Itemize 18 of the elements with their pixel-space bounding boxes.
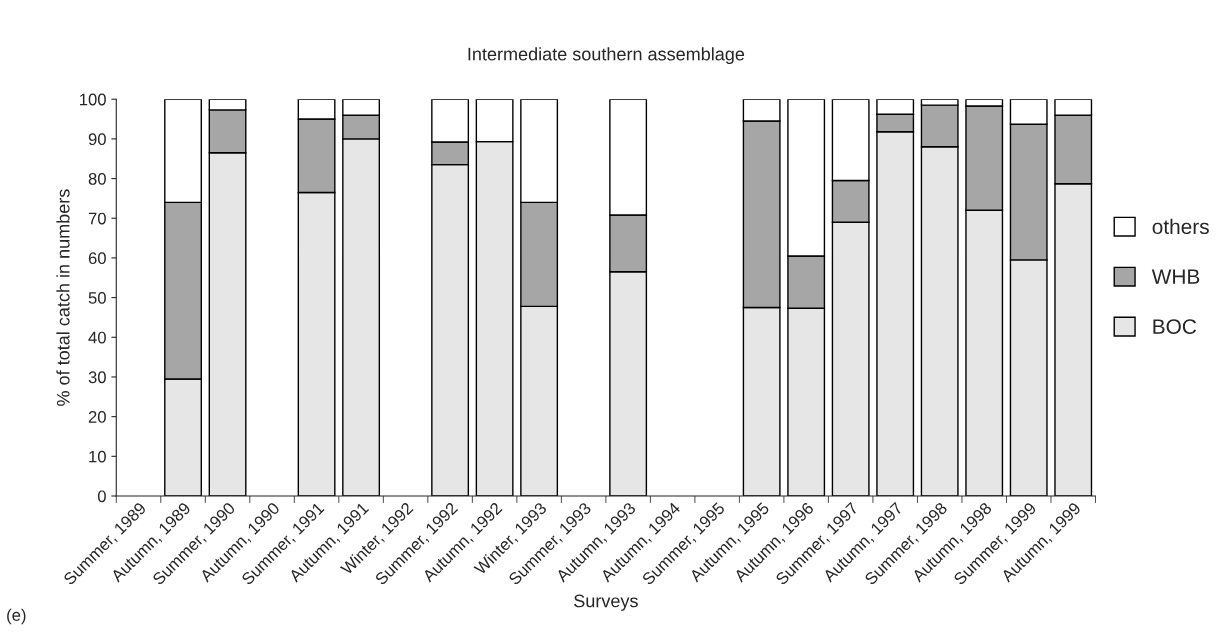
x-axis-title: Surveys — [574, 594, 638, 611]
y-tick-label: 90 — [88, 133, 106, 146]
y-tick-label: 30 — [88, 371, 106, 384]
y-tick-label: 70 — [88, 212, 106, 225]
y-axis-title: % of total catch in numbers — [56, 189, 70, 406]
y-tick-label: 20 — [88, 411, 106, 423]
legend-label: WHB — [1151, 269, 1200, 284]
legend-label: others — [1152, 218, 1209, 235]
y-tick-label: 10 — [89, 450, 106, 463]
chart-title: Intermediate southern assemblage — [468, 47, 745, 65]
y-tick-label: 40 — [88, 331, 106, 344]
legend-label: BOC — [1153, 319, 1197, 334]
y-tick-label: 60 — [88, 252, 106, 265]
y-tick-label: 100 — [80, 93, 106, 106]
y-tick-label: 50 — [88, 292, 106, 304]
y-tick-label: 80 — [88, 172, 106, 185]
text: (e) — [7, 608, 26, 625]
y-tick-label: 0 — [97, 490, 106, 503]
